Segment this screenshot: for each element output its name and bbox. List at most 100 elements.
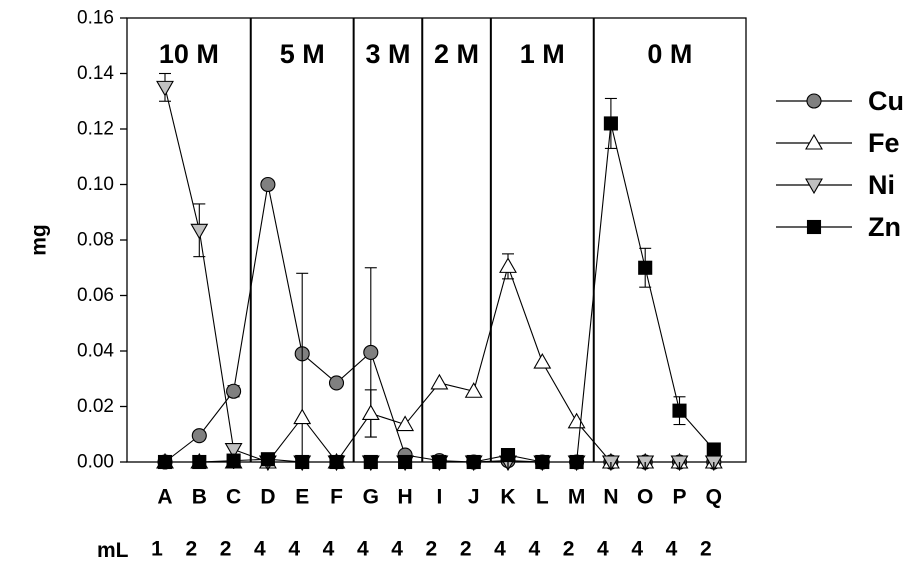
ml-value: 4 [254, 538, 266, 561]
series-layer [156, 72, 723, 472]
y-axis: 0.00 0.02 0.04 0.06 0.08 0.10 0.12 0.14 0.16 [77, 8, 127, 473]
x-tick-label: B [192, 486, 207, 509]
series-zn-point [603, 116, 618, 131]
ml-row-label: mL [97, 539, 129, 562]
series-zn-point [706, 442, 721, 457]
ml-value: 4 [597, 538, 609, 561]
ml-value: 1 [151, 538, 163, 561]
x-tick-label: P [672, 486, 686, 509]
x-tick-label: C [226, 486, 241, 509]
series-fe-point [533, 352, 552, 369]
series-fe-point [293, 408, 312, 425]
legend-label: Zn [868, 212, 901, 242]
ml-value: 4 [288, 538, 300, 561]
y-tick-label: 0.10 [77, 174, 114, 195]
concentration-label: 5 M [280, 39, 325, 69]
legend-item-fe: Fe [776, 128, 900, 158]
series-cu-line [164, 184, 714, 463]
series-zn-line [165, 123, 715, 463]
x-tick-label: O [637, 486, 653, 509]
series-ni-point [156, 80, 174, 97]
ml-value: 4 [391, 538, 403, 561]
legend-item-zn: Zn [776, 212, 901, 242]
series-fe-point [464, 382, 483, 398]
x-tick-label: G [363, 486, 379, 509]
ml-value: 4 [666, 538, 678, 561]
y-tick-label: 0.02 [77, 396, 114, 417]
ml-value: 2 [185, 538, 197, 561]
ml-value: 2 [220, 538, 232, 561]
legend-label: Cu [868, 86, 904, 116]
series-zn-point [672, 403, 687, 418]
legend-marker [805, 133, 823, 150]
legend: Cu Fe Ni Zn [776, 86, 904, 242]
series-fe-line [165, 264, 714, 463]
x-tick-label: E [295, 486, 309, 509]
series-ni-point [190, 223, 209, 240]
y-tick-label: 0.08 [77, 230, 114, 251]
concentration-label: 1 M [520, 39, 565, 69]
x-tick-label: A [157, 486, 172, 509]
y-tick-label: 0.14 [77, 63, 114, 84]
concentration-label: 3 M [365, 39, 410, 69]
y-tick-label: 0.00 [77, 452, 114, 473]
series-fe [156, 253, 723, 469]
x-tick-label: L [536, 486, 549, 509]
ml-value: 2 [700, 538, 712, 561]
x-tick-label: D [260, 486, 275, 509]
legend-label: Ni [868, 170, 895, 200]
ml-value: 2 [563, 538, 575, 561]
legend-label: Fe [868, 128, 900, 158]
x-tick-label: F [330, 486, 343, 509]
x-tick-label: N [603, 486, 618, 509]
y-axis-title: mg [28, 224, 51, 256]
ml-value: 4 [528, 538, 540, 561]
series-ni-line [164, 87, 714, 463]
series-cu-point [191, 428, 207, 444]
series-fe-point [396, 415, 415, 432]
concentration-label: 2 M [434, 39, 479, 69]
concentration-label: 0 M [647, 39, 692, 69]
series-cu-point [328, 375, 345, 391]
x-tick-label: K [500, 486, 515, 509]
series-fe-point [567, 412, 586, 429]
ml-value: 4 [631, 538, 643, 561]
ml-value: 4 [323, 538, 335, 561]
plot-frame [126, 17, 747, 463]
series-zn-point [638, 260, 653, 275]
series-fe-point [499, 257, 517, 273]
series-fe-point [361, 404, 380, 420]
x-tick-label: I [436, 486, 442, 509]
series-zn [157, 97, 721, 470]
concentration-label: 10 M [159, 39, 219, 69]
group-labels: 10 M 5 M 3 M 2 M 1 M 0 M [159, 39, 693, 69]
series-cu-point [363, 344, 379, 360]
x-tick-label: J [468, 486, 480, 509]
legend-marker [806, 219, 822, 235]
series-ni [156, 72, 723, 472]
series-cu [157, 176, 722, 470]
group-dividers [249, 18, 595, 462]
series-cu-point [226, 383, 242, 399]
legend-item-cu: Cu [776, 86, 904, 116]
x-tick-label: H [398, 486, 413, 509]
y-tick-label: 0.06 [77, 285, 114, 306]
x-tick-label: M [568, 486, 586, 509]
legend-marker [806, 93, 822, 109]
series-zn-point [500, 448, 516, 463]
ml-value: 4 [494, 538, 506, 561]
x-tick-label: Q [706, 486, 722, 509]
y-tick-label: 0.04 [77, 341, 114, 362]
ml-value: 2 [426, 538, 438, 561]
series-ni-point [224, 442, 243, 459]
series-fe-point [430, 373, 449, 390]
ml-value: 2 [460, 538, 472, 561]
y-tick-label: 0.12 [77, 119, 114, 140]
ml-value: 4 [357, 538, 369, 561]
legend-item-ni: Ni [776, 170, 895, 200]
y-tick-label: 0.16 [77, 8, 114, 29]
series-cu-point [260, 176, 276, 193]
